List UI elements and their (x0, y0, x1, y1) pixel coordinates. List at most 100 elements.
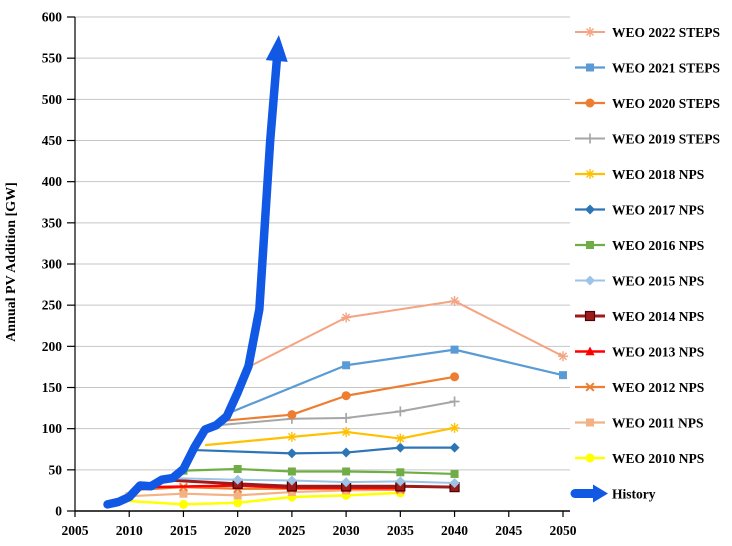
data-point-marker (586, 63, 594, 72)
legend-item-weo-2013-nps: WEO 2013 NPS (575, 344, 704, 359)
legend-label: WEO 2020 STEPS (612, 96, 720, 111)
series-weo-2010-nps (118, 488, 405, 509)
data-point-marker (395, 433, 406, 444)
legend-item-weo-2017-nps: WEO 2017 NPS (575, 202, 704, 217)
series-line-weo-2022-steps (248, 300, 564, 368)
history-arrowhead-icon (593, 484, 608, 503)
y-tick-label: 50 (49, 462, 63, 477)
legend-label: WEO 2013 NPS (612, 344, 704, 359)
series-line-weo-2018-nps (205, 426, 455, 447)
legend-label: WEO 2019 STEPS (612, 131, 720, 146)
legend-item-weo-2012-nps: WEO 2012 NPS (575, 380, 704, 395)
y-tick-label: 0 (55, 504, 62, 519)
series-line-weo-2021-steps (226, 348, 564, 415)
y-axis-title: Annual PV Addition [GW] (4, 182, 19, 342)
series-weo-2020-steps (226, 372, 460, 422)
series-lines (118, 296, 568, 509)
legend-item-weo-2015-nps: WEO 2015 NPS (575, 273, 704, 288)
series-weo-2015-nps (172, 474, 460, 489)
series-weo-2017-nps (194, 442, 460, 459)
data-point-marker (586, 241, 594, 249)
x-tick-label: 2015 (170, 523, 197, 538)
data-point-marker (585, 453, 595, 463)
legend-item-weo-2020-steps: WEO 2020 STEPS (575, 96, 720, 111)
data-point-marker (449, 422, 460, 433)
y-tick-label: 400 (42, 174, 63, 189)
legend-label: WEO 2012 NPS (612, 380, 704, 395)
legend-item-weo-2018-nps: WEO 2018 NPS (575, 167, 704, 182)
data-point-marker (585, 346, 595, 356)
history-line (103, 35, 288, 509)
data-point-marker (341, 426, 352, 437)
legend-item-weo-2022-steps: WEO 2022 STEPS (575, 25, 720, 40)
data-point-marker (395, 442, 406, 453)
legend-item-weo-2010-nps: WEO 2010 NPS (575, 451, 704, 466)
data-point-marker (585, 204, 595, 215)
legend-label: WEO 2011 NPS (612, 415, 704, 430)
y-tick-label: 550 (42, 51, 63, 66)
data-point-marker (341, 447, 352, 458)
legend-label: WEO 2022 STEPS (612, 25, 720, 40)
legend-label: WEO 2021 STEPS (612, 60, 720, 75)
data-point-marker (558, 351, 568, 362)
data-point-marker (395, 406, 406, 417)
data-point-marker (232, 474, 243, 485)
data-point-marker (341, 391, 351, 401)
data-point-marker (395, 476, 406, 487)
x-tick-label: 2050 (550, 523, 577, 538)
legend-item-weo-2021-steps: WEO 2021 STEPS (575, 60, 720, 75)
y-tick-label: 450 (42, 133, 63, 148)
data-point-marker (449, 478, 460, 489)
history-polyline (103, 56, 281, 509)
legend-item-weo-2016-nps: WEO 2016 NPS (575, 238, 704, 253)
axes: 0 50 100 150 200 250 300 350 400 450 500 550 600 2005… (42, 10, 577, 539)
data-point-marker (342, 361, 351, 370)
x-tick-label: 2025 (278, 523, 305, 538)
data-point-marker (178, 499, 188, 509)
y-tick-label: 350 (42, 215, 63, 230)
series-line-weo-2016-nps (183, 467, 455, 476)
data-point-marker (233, 465, 242, 474)
legend-label: WEO 2018 NPS (612, 167, 704, 182)
series-weo-2018-nps (205, 422, 460, 447)
series-line-weo-2010-nps (118, 491, 401, 506)
legend-label: WEO 2017 NPS (612, 202, 704, 217)
data-point-marker (341, 312, 352, 323)
legend-item-history: History (570, 484, 656, 503)
data-point-marker (585, 27, 595, 37)
y-tick-label: 300 (42, 257, 63, 272)
y-tick-label: 500 (42, 92, 63, 107)
y-tick-label: 600 (42, 10, 63, 25)
data-point-marker (585, 169, 595, 179)
legend-item-weo-2019-steps: WEO 2019 STEPS (575, 131, 720, 146)
series-line-weo-2017-nps (194, 446, 455, 455)
y-tick-label: 100 (42, 421, 63, 436)
data-point-marker (341, 477, 352, 488)
series-weo-2016-nps (179, 465, 459, 478)
legend-item-weo-2014-nps: WEO 2014 NPS (575, 309, 704, 324)
data-point-marker (287, 488, 296, 497)
legend-item-weo-2011-nps: WEO 2011 NPS (575, 415, 704, 430)
data-point-marker (449, 442, 460, 453)
data-point-marker (585, 275, 595, 286)
data-point-marker (449, 396, 460, 407)
data-point-marker (450, 372, 460, 382)
y-tick-label: 200 (42, 339, 63, 354)
data-point-marker (559, 371, 567, 380)
data-point-marker (449, 296, 460, 307)
data-point-marker (396, 468, 405, 477)
data-point-marker (342, 467, 351, 476)
legend-label: WEO 2010 NPS (612, 451, 704, 466)
data-point-marker (287, 410, 297, 420)
data-point-marker (585, 133, 595, 144)
data-point-marker (286, 475, 297, 486)
data-point-marker (450, 345, 459, 354)
data-point-marker (585, 98, 595, 108)
x-tick-label: 2020 (224, 523, 251, 538)
y-tick-label: 150 (42, 380, 63, 395)
series-line-weo-2019-steps (215, 400, 455, 427)
data-point-marker (233, 498, 243, 508)
x-tick-label: 2030 (333, 523, 360, 538)
